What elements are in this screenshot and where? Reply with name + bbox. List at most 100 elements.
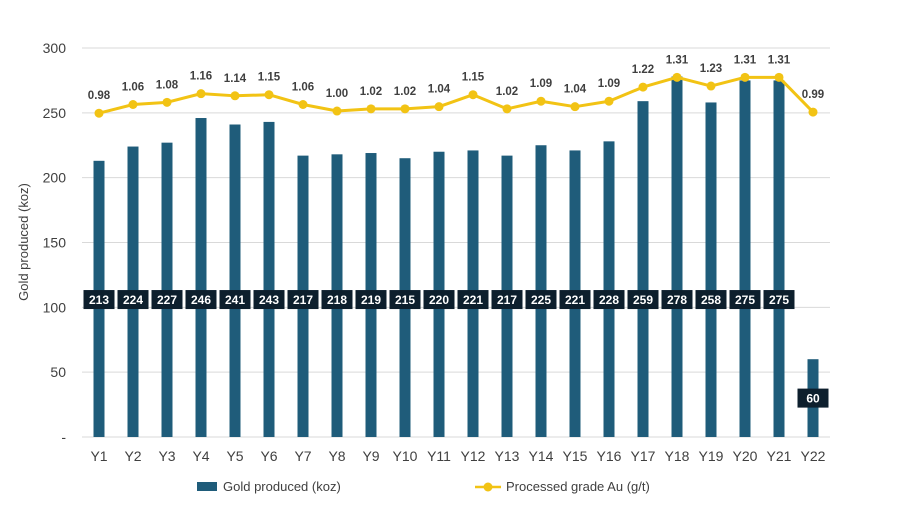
bar-label-box bbox=[321, 290, 353, 310]
bar-label-box bbox=[661, 290, 693, 310]
grade-value-label: 1.09 bbox=[598, 78, 620, 90]
bar-label-box bbox=[355, 290, 387, 310]
grade-value-label: 1.02 bbox=[496, 86, 518, 98]
bar-label-box bbox=[457, 290, 489, 310]
bar-label-box bbox=[695, 290, 727, 310]
line-series bbox=[94, 72, 818, 118]
x-tick-label: Y2 bbox=[124, 448, 141, 464]
bar bbox=[161, 142, 173, 437]
grade-value-label: 1.31 bbox=[734, 54, 757, 66]
bar bbox=[637, 101, 649, 437]
grade-value-label: 0.98 bbox=[88, 90, 111, 102]
bar-label-box bbox=[525, 290, 557, 310]
grade-value-label: 1.00 bbox=[326, 88, 348, 100]
bar-value-label: 224 bbox=[123, 293, 143, 307]
x-tick-label: Y15 bbox=[563, 448, 588, 464]
bar-value-label: 217 bbox=[293, 293, 313, 307]
bar-value-label: 60 bbox=[806, 392, 820, 406]
x-tick-label: Y12 bbox=[461, 448, 486, 464]
x-tick-label: Y17 bbox=[631, 448, 656, 464]
bar-value-label: 219 bbox=[361, 293, 381, 307]
bar-value-label: 213 bbox=[89, 293, 109, 307]
bar-label-box bbox=[219, 290, 251, 310]
x-tick-label: Y21 bbox=[767, 448, 792, 464]
bar-value-label: 221 bbox=[463, 293, 483, 307]
x-tick-label: Y4 bbox=[192, 448, 209, 464]
x-tick-label: Y11 bbox=[427, 448, 451, 464]
grade-value-label: 1.04 bbox=[564, 84, 587, 96]
grade-point bbox=[196, 89, 206, 99]
x-tick-label: Y13 bbox=[495, 448, 520, 464]
legend-bar-label: Gold produced (koz) bbox=[223, 479, 341, 494]
grade-point bbox=[400, 104, 410, 114]
grade-value-label: 1.31 bbox=[666, 54, 689, 66]
grade-point bbox=[162, 97, 172, 107]
x-tick-label: Y7 bbox=[294, 448, 311, 464]
y-axis-title: Gold produced (koz) bbox=[16, 183, 31, 301]
bar-label-box bbox=[797, 388, 829, 408]
bar bbox=[195, 118, 207, 438]
bar bbox=[705, 102, 717, 438]
x-tick-label: Y20 bbox=[733, 448, 758, 464]
bar-value-label: 218 bbox=[327, 293, 347, 307]
grade-value-label: 1.06 bbox=[122, 82, 144, 94]
grade-value-label: 1.08 bbox=[156, 79, 179, 91]
grade-value-label: 1.09 bbox=[530, 78, 552, 90]
bar-label-box bbox=[185, 290, 217, 310]
x-tick-label: Y5 bbox=[226, 448, 243, 464]
grade-point bbox=[128, 100, 138, 110]
bar-label-box bbox=[491, 290, 523, 310]
bar-value-label: 259 bbox=[633, 293, 653, 307]
y-tick-label: 300 bbox=[43, 40, 67, 56]
grade-point bbox=[536, 96, 546, 106]
grade-point bbox=[434, 102, 444, 112]
x-tick-label: Y8 bbox=[328, 448, 345, 464]
bar-series bbox=[93, 76, 819, 438]
grade-value-label: 1.14 bbox=[224, 73, 247, 85]
grade-point bbox=[230, 91, 240, 101]
bar-data-labels: 213 224 227 246 241 243 217 218 219 215 220 221 217 2… bbox=[83, 290, 829, 408]
bar-value-label: 243 bbox=[259, 293, 279, 307]
x-tick-label: Y9 bbox=[362, 448, 379, 464]
line-data-labels: 0.98 1.06 1.08 1.16 1.14 1.15 1.06 1.00 1.02 1.02… bbox=[88, 54, 824, 102]
y-tick-label: 200 bbox=[43, 170, 67, 186]
grade-value-label: 1.22 bbox=[632, 64, 654, 76]
bar-value-label: 221 bbox=[565, 293, 585, 307]
grade-value-label: 0.99 bbox=[802, 89, 824, 101]
legend-line-marker bbox=[483, 482, 493, 492]
bar-value-label: 275 bbox=[735, 293, 755, 307]
y-axis-ticks: - 50 100 150 200 250 300 bbox=[43, 40, 67, 445]
grade-point bbox=[638, 82, 648, 92]
bar bbox=[603, 141, 615, 438]
grade-point bbox=[502, 104, 512, 114]
bar-label-box bbox=[83, 290, 115, 310]
grade-point bbox=[706, 81, 716, 91]
bar-value-label: 275 bbox=[769, 293, 789, 307]
bar bbox=[671, 76, 683, 437]
legend-bar-swatch bbox=[197, 482, 217, 491]
grade-point bbox=[808, 107, 818, 117]
x-tick-label: Y19 bbox=[699, 448, 724, 464]
x-tick-label: Y3 bbox=[158, 448, 175, 464]
grade-point bbox=[740, 72, 750, 82]
bar-label-box bbox=[593, 290, 625, 310]
grade-point bbox=[298, 100, 308, 110]
grade-point bbox=[264, 90, 274, 100]
bar-label-box bbox=[729, 290, 761, 310]
x-tick-label: Y10 bbox=[393, 448, 418, 464]
bar-label-box bbox=[117, 290, 149, 310]
bar-label-box bbox=[559, 290, 591, 310]
grade-point bbox=[468, 90, 478, 100]
x-tick-label: Y16 bbox=[597, 448, 622, 464]
bar-label-box bbox=[627, 290, 659, 310]
y-tick-label: 50 bbox=[50, 364, 66, 380]
grade-value-label: 1.31 bbox=[768, 54, 791, 66]
bar-value-label: 228 bbox=[599, 293, 619, 307]
grade-value-label: 1.02 bbox=[394, 86, 416, 98]
grade-point bbox=[672, 72, 682, 82]
bar-value-label: 215 bbox=[395, 293, 415, 307]
grade-point bbox=[604, 96, 614, 106]
bar-label-box bbox=[151, 290, 183, 310]
grade-point bbox=[332, 106, 342, 116]
